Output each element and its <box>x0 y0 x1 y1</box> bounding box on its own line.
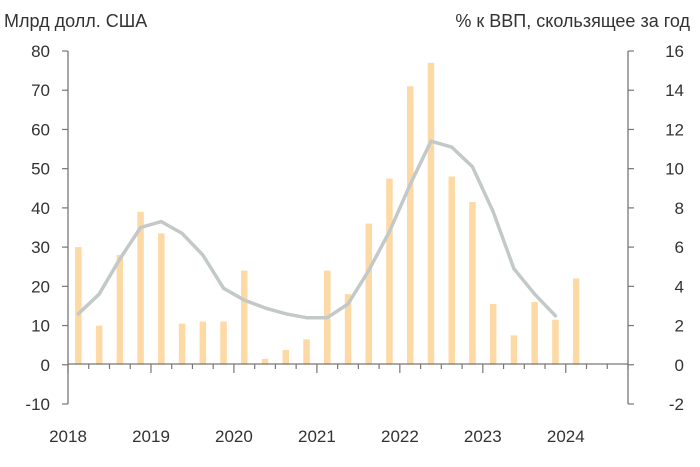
bar <box>510 335 518 365</box>
left-axis-title: Млрд долл. США <box>4 11 147 31</box>
bar <box>407 86 414 365</box>
bar <box>552 319 559 365</box>
bar <box>137 211 144 365</box>
right-tick-label: -2 <box>669 395 684 414</box>
axes <box>62 50 634 405</box>
left-tick-label: 30 <box>31 238 50 257</box>
bar <box>469 202 476 365</box>
x-tick-label: 2020 <box>215 427 253 446</box>
x-tick-label: 2022 <box>381 427 419 446</box>
left-tick-label: 60 <box>31 120 50 139</box>
left-tick-label: 10 <box>31 317 50 336</box>
bar <box>427 62 435 365</box>
bar <box>241 270 248 365</box>
left-tick-label: 20 <box>31 277 50 296</box>
x-tick-label: 2019 <box>132 427 170 446</box>
bar <box>282 349 289 365</box>
bar <box>386 178 393 365</box>
left-tick-label: -10 <box>25 395 50 414</box>
line-series <box>76 139 558 320</box>
bar <box>344 294 352 365</box>
x-tick-label: 2024 <box>547 427 585 446</box>
bar <box>448 176 455 365</box>
x-tick-label: 2021 <box>298 427 336 446</box>
x-tick-label: 2018 <box>49 427 87 446</box>
right-tick-label: 14 <box>665 81 684 100</box>
bar <box>158 233 165 365</box>
left-tick-label: 80 <box>31 42 50 61</box>
bar <box>199 321 207 365</box>
right-tick-label: 4 <box>675 277 684 296</box>
left-tick-label: 50 <box>31 160 50 179</box>
bar <box>116 255 124 365</box>
line-series-path <box>76 139 558 320</box>
bar <box>178 323 186 365</box>
x-tick-label: 2023 <box>464 427 502 446</box>
bar <box>365 223 372 365</box>
bar <box>95 325 103 365</box>
right-tick-label: 8 <box>675 199 684 218</box>
right-tick-label: 6 <box>675 238 684 257</box>
bar <box>531 302 538 365</box>
left-tick-label: 40 <box>31 199 50 218</box>
bar <box>261 358 269 365</box>
bar <box>220 321 227 365</box>
right-tick-label: 10 <box>665 160 684 179</box>
bar <box>489 304 497 365</box>
right-tick-label: 2 <box>675 317 684 336</box>
bar <box>303 339 310 365</box>
left-tick-label: 0 <box>41 356 50 375</box>
right-axis-title: % к ВВП, скользящее за год <box>455 11 690 31</box>
right-tick-label: 12 <box>665 120 684 139</box>
left-tick-label: 70 <box>31 81 50 100</box>
bar <box>75 247 82 365</box>
bar-series <box>75 62 580 365</box>
right-tick-label: 16 <box>665 42 684 61</box>
bar <box>572 278 580 365</box>
right-tick-label: 0 <box>675 356 684 375</box>
